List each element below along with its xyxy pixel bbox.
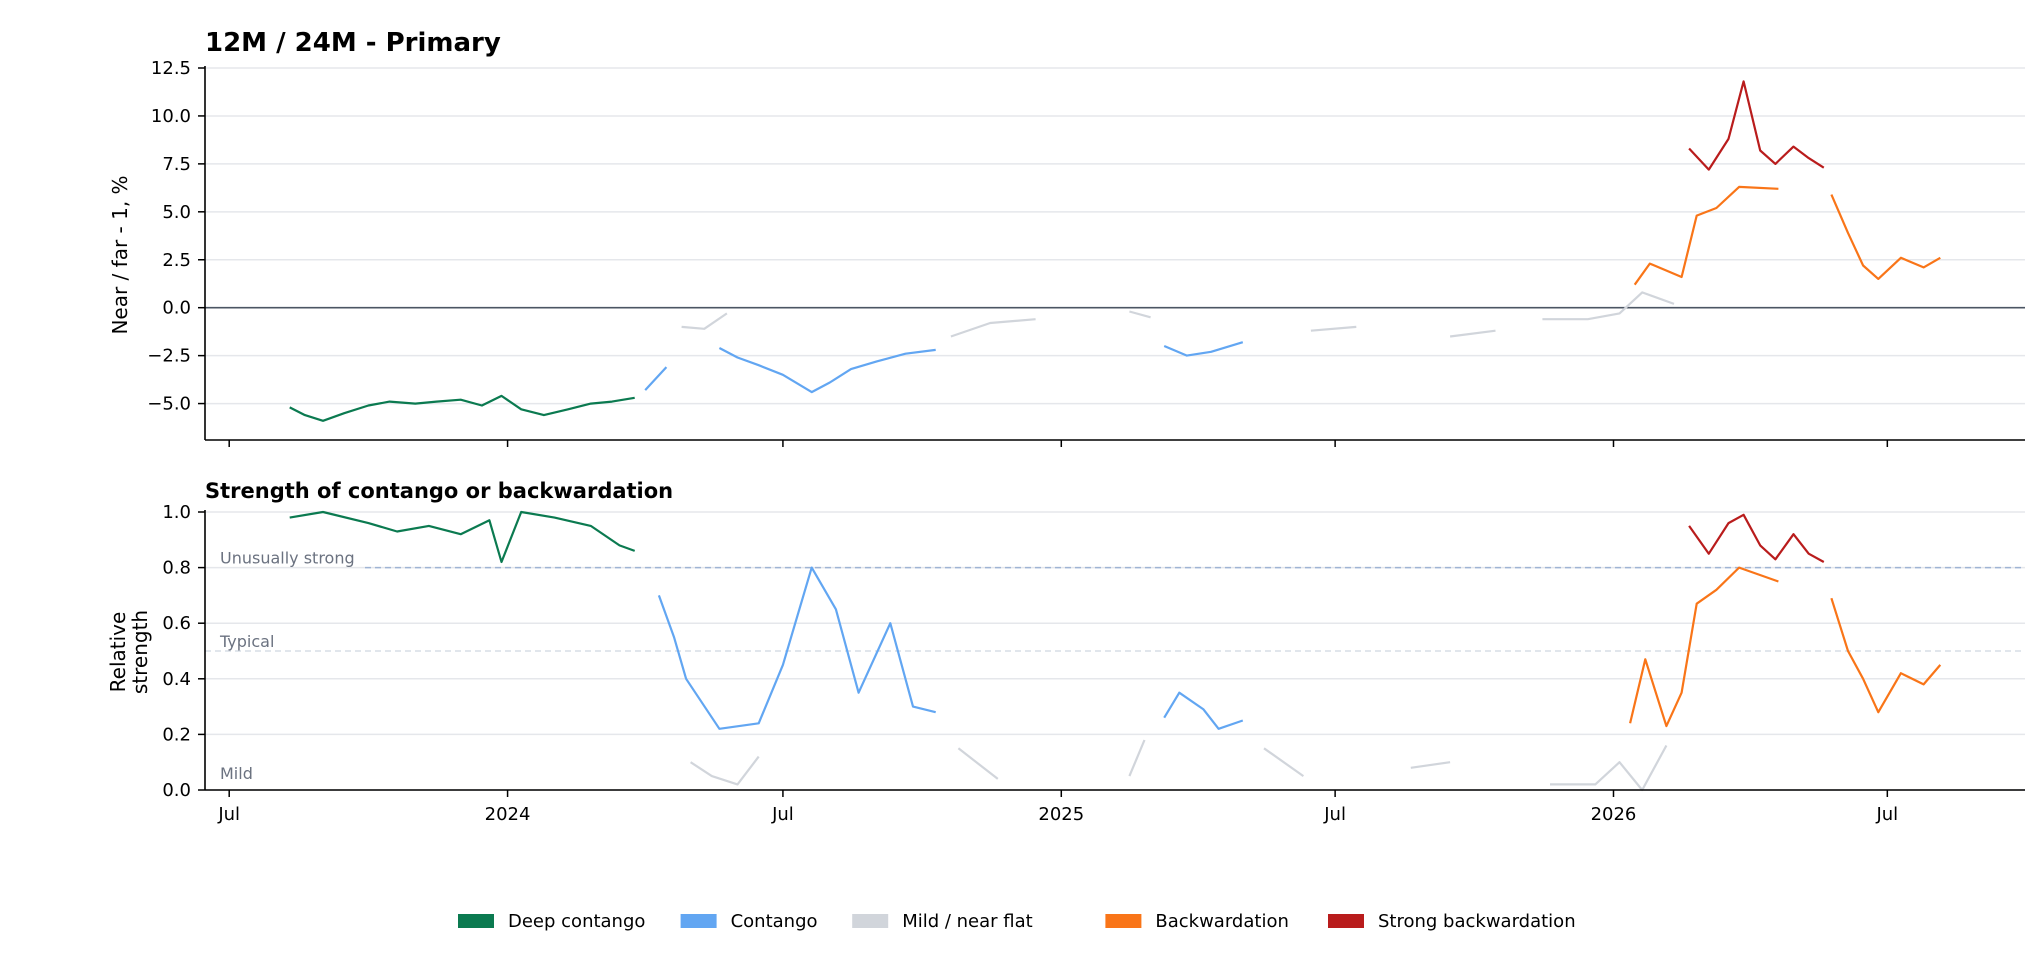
y-axis-label-bottom: Relativestrength xyxy=(106,610,152,694)
x-tick-label-bottom: Jul xyxy=(1323,804,1346,825)
series-bottom xyxy=(289,510,1942,792)
annotation-unusually-strong: Unusually strong xyxy=(220,549,355,568)
y-axis-label-bottom-line: Relative xyxy=(106,612,130,693)
y-tick-label-top: 12.5 xyxy=(151,58,191,79)
y-tick-label-top: 2.5 xyxy=(162,250,191,271)
y-tick-label-bottom: 0.4 xyxy=(162,669,191,690)
y-tick-label-bottom: 0.0 xyxy=(162,780,191,801)
y-tick-label-bottom: 0.8 xyxy=(162,558,191,579)
chart-title-top: 12M / 24M - Primary xyxy=(205,28,501,58)
y-tick-label-top: −5.0 xyxy=(147,394,191,415)
series-deep-contango-bottom xyxy=(289,510,636,564)
y-tick-label-bottom: 1.0 xyxy=(162,502,191,523)
reference-lines-bottom: Unusually strong Typical Mild xyxy=(205,549,2025,783)
x-tick-label-bottom: 2024 xyxy=(485,804,531,825)
series-contango-top xyxy=(644,341,1244,394)
panel-strength: Strength of contango or backwardation Un… xyxy=(106,479,2025,825)
legend-swatch-deep-contango xyxy=(458,914,494,928)
series-top xyxy=(289,80,1941,422)
annotation-typical: Typical xyxy=(219,632,274,651)
x-tick-label-bottom: Jul xyxy=(771,804,794,825)
x-tick-label-bottom: 2025 xyxy=(1038,804,1084,825)
legend-swatch-mild-near-flat xyxy=(852,914,889,928)
axes-bottom: 0.0 0.2 0.4 0.6 0.8 1.0 Jul 2024 Jul 2025 Jul 2026 J… xyxy=(162,502,2025,825)
legend-label-mild-near-flat: Mild / near flat xyxy=(902,911,1033,932)
y-tick-label-bottom: 0.2 xyxy=(162,724,191,745)
series-backwardation-bottom xyxy=(1629,566,1942,728)
legend-label-deep-contango: Deep contango xyxy=(508,911,645,932)
y-tick-label-top: −2.5 xyxy=(147,346,191,367)
y-tick-label-top: 10.0 xyxy=(151,106,191,127)
legend-label-contango: Contango xyxy=(731,911,818,932)
series-mild-near-flat-top xyxy=(681,291,1675,338)
axes-top: −5.0 −2.5 0.0 2.5 5.0 7.5 10.0 12.5 xyxy=(147,58,2025,447)
legend-swatch-strong-backwardation xyxy=(1328,914,1364,928)
series-backwardation-top xyxy=(1633,185,1941,286)
series-strong-backwardation-top xyxy=(1688,80,1825,171)
y-tick-label-top: 0.0 xyxy=(162,298,191,319)
chart-title-bottom: Strength of contango or backwardation xyxy=(205,479,673,503)
y-axis-label-bottom-line: strength xyxy=(128,610,152,694)
x-tick-label-bottom: Jul xyxy=(217,804,240,825)
y-tick-label-bottom: 0.6 xyxy=(162,613,191,634)
gridlines-top xyxy=(205,67,2025,405)
series-strong-backwardation-bottom xyxy=(1688,513,1825,563)
y-tick-label-top: 5.0 xyxy=(162,202,191,223)
legend: Deep contango Contango Mild / near flat Bac… xyxy=(458,911,1576,932)
series-mild-near-flat-bottom xyxy=(689,739,1668,792)
panel-near-far: 12M / 24M - Primary −5.0 −2.5 0.0 2.5 5.0 7.5… xyxy=(108,28,2025,447)
legend-swatch-contango xyxy=(680,914,717,928)
y-tick-label-top: 7.5 xyxy=(162,154,191,175)
x-tick-label-bottom: 2026 xyxy=(1591,804,1637,825)
y-axis-label-bottom-text: Relativestrength xyxy=(106,610,152,694)
series-contango-bottom xyxy=(657,566,1244,730)
y-axis-label-top: Near / far - 1, % xyxy=(108,175,132,334)
legend-label-strong-backwardation: Strong backwardation xyxy=(1378,911,1576,932)
legend-swatch-backwardation xyxy=(1105,914,1142,928)
x-tick-label-bottom: Jul xyxy=(1875,804,1898,825)
legend-label-backwardation: Backwardation xyxy=(1155,911,1288,932)
series-deep-contango-top xyxy=(289,394,635,422)
annotation-mild: Mild xyxy=(220,764,253,783)
